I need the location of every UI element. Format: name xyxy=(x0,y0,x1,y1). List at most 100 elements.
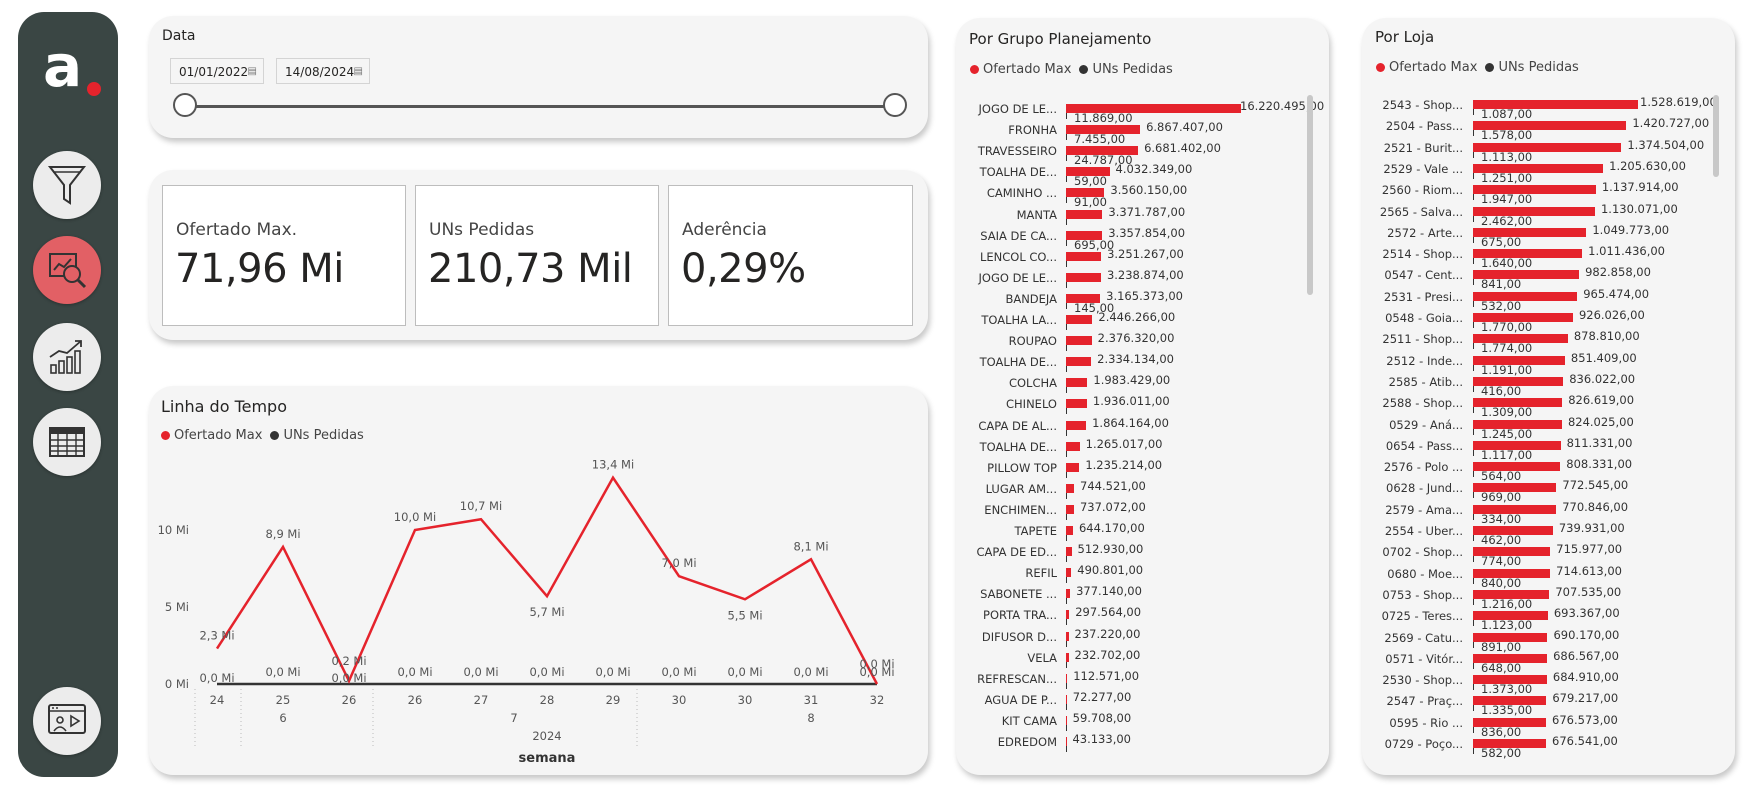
bar-pedidas[interactable] xyxy=(1473,662,1474,669)
bar-ofertado[interactable] xyxy=(1473,696,1547,706)
bar-ofertado[interactable] xyxy=(1066,188,1105,198)
bar-pedidas[interactable] xyxy=(1066,640,1067,647)
bar-ofertado[interactable] xyxy=(1066,483,1075,493)
bar-ofertado[interactable] xyxy=(1066,293,1101,303)
bar-ofertado[interactable] xyxy=(1473,121,1627,131)
bar-pedidas[interactable] xyxy=(1473,407,1474,414)
date-slider-track[interactable] xyxy=(185,105,895,108)
bar-pedidas[interactable] xyxy=(1066,450,1067,457)
date-slider-end-handle[interactable] xyxy=(883,93,907,117)
bar-ofertado[interactable] xyxy=(1066,568,1072,578)
bar-pedidas[interactable] xyxy=(1066,408,1067,415)
bar-ofertado[interactable] xyxy=(1473,526,1553,535)
bar-ofertado[interactable] xyxy=(1473,653,1548,663)
bar-pedidas[interactable] xyxy=(1066,176,1067,183)
bar-pedidas[interactable] xyxy=(1066,218,1067,225)
bar-pedidas[interactable] xyxy=(1473,364,1474,371)
loja-scrollbar[interactable] xyxy=(1713,95,1719,177)
bar-ofertado[interactable] xyxy=(1066,420,1087,430)
bar-ofertado[interactable] xyxy=(1066,694,1067,704)
bar-ofertado[interactable] xyxy=(1473,100,1638,109)
bar-pedidas[interactable] xyxy=(1473,109,1474,115)
bar-ofertado[interactable] xyxy=(1066,209,1103,219)
bar-pedidas[interactable] xyxy=(1066,324,1067,330)
bar-pedidas[interactable] xyxy=(1473,449,1474,456)
bar-ofertado[interactable] xyxy=(1473,313,1573,322)
bar-ofertado[interactable] xyxy=(1473,589,1550,599)
bar-pedidas[interactable] xyxy=(1473,300,1474,307)
bar-pedidas[interactable] xyxy=(1473,684,1474,691)
bar-pedidas[interactable] xyxy=(1066,513,1067,520)
bar-ofertado[interactable] xyxy=(1473,142,1622,152)
bar-pedidas[interactable] xyxy=(1473,471,1474,478)
date-slider-start-handle[interactable] xyxy=(173,93,197,117)
bar-pedidas[interactable] xyxy=(1473,513,1474,520)
bar-pedidas[interactable] xyxy=(1066,345,1067,352)
bar-ofertado[interactable] xyxy=(1066,357,1092,367)
bar-ofertado[interactable] xyxy=(1066,589,1071,599)
bar-ofertado[interactable] xyxy=(1473,227,1587,237)
bar-ofertado[interactable] xyxy=(1473,185,1596,195)
bar-ofertado[interactable] xyxy=(1066,104,1241,113)
grupo-scrollbar[interactable] xyxy=(1307,95,1313,295)
nav-table-button[interactable] xyxy=(33,408,101,476)
bar-pedidas[interactable] xyxy=(1066,471,1067,478)
bar-ofertado[interactable] xyxy=(1066,631,1069,641)
bar-pedidas[interactable] xyxy=(1473,343,1474,350)
bar-ofertado[interactable] xyxy=(1066,504,1074,514)
bar-ofertado[interactable] xyxy=(1473,334,1568,344)
bar-ofertado[interactable] xyxy=(1473,355,1565,365)
bar-ofertado[interactable] xyxy=(1066,315,1093,324)
bar-pedidas[interactable] xyxy=(1066,703,1067,710)
bar-pedidas[interactable] xyxy=(1473,194,1474,201)
bar-pedidas[interactable] xyxy=(1066,746,1067,752)
bar-ofertado[interactable] xyxy=(1066,547,1072,557)
bar-pedidas[interactable] xyxy=(1066,556,1067,563)
bar-pedidas[interactable] xyxy=(1066,366,1067,373)
bar-ofertado[interactable] xyxy=(1473,547,1551,557)
bar-pedidas[interactable] xyxy=(1473,385,1474,392)
nav-growth-button[interactable] xyxy=(33,323,101,391)
bar-ofertado[interactable] xyxy=(1066,526,1073,535)
bar-pedidas[interactable] xyxy=(1066,260,1067,267)
bar-pedidas[interactable] xyxy=(1473,726,1474,733)
nav-filter-button[interactable] xyxy=(33,151,101,219)
bar-pedidas[interactable] xyxy=(1066,535,1067,541)
bar-pedidas[interactable] xyxy=(1066,429,1067,436)
bar-pedidas[interactable] xyxy=(1473,556,1474,563)
bar-ofertado[interactable] xyxy=(1473,632,1548,642)
bar-ofertado[interactable] xyxy=(1473,163,1604,173)
bar-pedidas[interactable] xyxy=(1473,428,1474,435)
bar-pedidas[interactable] xyxy=(1066,155,1067,162)
bar-ofertado[interactable] xyxy=(1066,336,1092,346)
bar-pedidas[interactable] xyxy=(1066,302,1067,309)
bar-ofertado[interactable] xyxy=(1473,376,1564,386)
bar-ofertado[interactable] xyxy=(1066,441,1080,451)
bar-pedidas[interactable] xyxy=(1473,322,1474,328)
bar-pedidas[interactable] xyxy=(1066,724,1067,731)
bar-pedidas[interactable] xyxy=(1473,492,1474,499)
bar-ofertado[interactable] xyxy=(1473,568,1551,578)
start-date-input[interactable]: 01/01/2022 ▤ xyxy=(170,58,264,84)
bar-ofertado[interactable] xyxy=(1066,146,1139,156)
bar-ofertado[interactable] xyxy=(1066,251,1102,261)
bar-pedidas[interactable] xyxy=(1473,151,1474,158)
bar-pedidas[interactable] xyxy=(1473,748,1474,754)
bar-pedidas[interactable] xyxy=(1066,598,1067,605)
bar-pedidas[interactable] xyxy=(1473,130,1474,137)
bar-ofertado[interactable] xyxy=(1066,715,1067,725)
bar-pedidas[interactable] xyxy=(1066,197,1067,204)
bar-pedidas[interactable] xyxy=(1066,134,1067,141)
bar-ofertado[interactable] xyxy=(1473,675,1547,685)
bar-ofertado[interactable] xyxy=(1473,462,1561,472)
nav-analysis-button[interactable] xyxy=(33,236,101,304)
bar-ofertado[interactable] xyxy=(1473,419,1562,429)
bar-ofertado[interactable] xyxy=(1473,249,1583,259)
nav-presentation-button[interactable] xyxy=(33,687,101,755)
bar-ofertado[interactable] xyxy=(1066,673,1068,683)
bar-ofertado[interactable] xyxy=(1066,378,1088,388)
bar-ofertado[interactable] xyxy=(1473,206,1595,216)
bar-ofertado[interactable] xyxy=(1473,270,1580,280)
bar-pedidas[interactable] xyxy=(1473,279,1474,286)
bar-ofertado[interactable] xyxy=(1473,611,1548,621)
